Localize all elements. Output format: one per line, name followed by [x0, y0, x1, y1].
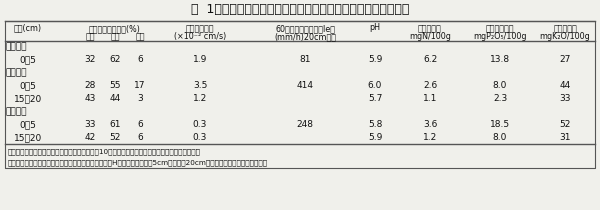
Text: 6.2: 6.2: [423, 55, 437, 64]
Text: 2.3: 2.3: [493, 94, 507, 103]
Text: 42: 42: [85, 133, 95, 142]
Text: 5.7: 5.7: [368, 94, 382, 103]
Text: 8.0: 8.0: [493, 133, 507, 142]
Text: 44: 44: [109, 94, 121, 103]
Text: 耕作棚田: 耕作棚田: [5, 42, 26, 51]
Text: mgK₂O/100g: mgK₂O/100g: [539, 32, 590, 41]
Text: 1.2: 1.2: [193, 94, 207, 103]
Text: (×10⁻² cm/s): (×10⁻² cm/s): [174, 32, 226, 41]
Text: 62: 62: [109, 55, 121, 64]
Text: 33: 33: [84, 120, 96, 129]
Text: 18.5: 18.5: [490, 120, 510, 129]
Text: 2.6: 2.6: [423, 81, 437, 90]
Text: 6: 6: [137, 133, 143, 142]
Text: 15～20: 15～20: [14, 133, 42, 142]
Text: 32: 32: [85, 55, 95, 64]
Text: 表  1　　耕作棚田、遂休棚田、放牧棚田の土壌の物理・化学性: 表 1 耕作棚田、遂休棚田、放牧棚田の土壌の物理・化学性: [191, 3, 409, 16]
Text: 27: 27: [559, 55, 571, 64]
Text: 43: 43: [85, 94, 95, 103]
Text: 1.2: 1.2: [423, 133, 437, 142]
Text: 5.9: 5.9: [368, 55, 382, 64]
Text: 気相: 気相: [135, 32, 145, 41]
Text: mgN/100g: mgN/100g: [409, 32, 451, 41]
Text: 248: 248: [296, 120, 314, 129]
Text: (mm/h)20cm埋設: (mm/h)20cm埋設: [274, 32, 336, 41]
Text: 414: 414: [296, 81, 314, 90]
Text: 8.0: 8.0: [493, 81, 507, 90]
Text: 6.0: 6.0: [368, 81, 382, 90]
Text: mgP₂O₅/100g: mgP₂O₅/100g: [473, 32, 527, 41]
Text: 13.8: 13.8: [490, 55, 510, 64]
Text: 3: 3: [137, 94, 143, 103]
Text: 60分後の水の浸入度Ie。: 60分後の水の浸入度Ie。: [275, 24, 335, 33]
Text: 深さ(cm): 深さ(cm): [14, 24, 42, 33]
Text: 0～5: 0～5: [20, 81, 37, 90]
Text: 81: 81: [299, 55, 311, 64]
Text: 55: 55: [109, 81, 121, 90]
Text: 飽和透水係数: 飽和透水係数: [186, 24, 214, 33]
Text: 5.8: 5.8: [368, 120, 382, 129]
Text: 交換性カリ: 交換性カリ: [553, 24, 577, 33]
Text: 0.3: 0.3: [193, 133, 207, 142]
Text: 52: 52: [109, 133, 121, 142]
Text: pH: pH: [370, 24, 380, 33]
Text: 1.1: 1.1: [423, 94, 437, 103]
Text: 0～5: 0～5: [20, 55, 37, 64]
Text: 遂休棚田: 遂休棚田: [5, 68, 26, 77]
Text: 固相: 固相: [85, 32, 95, 41]
Text: 5.9: 5.9: [368, 133, 382, 142]
Text: 注：棚田は互いに隣接している。遂休棚田は絀10年休耕、放牧棚田は数年休耕後に１年間放牧。: 注：棚田は互いに隣接している。遂休棚田は絀10年休耕、放牧棚田は数年休耕後に１年…: [8, 148, 201, 155]
Text: 3.5: 3.5: [193, 81, 207, 90]
Text: 61: 61: [109, 120, 121, 129]
Text: 28: 28: [85, 81, 95, 90]
Text: 0～5: 0～5: [20, 120, 37, 129]
Text: 硷酸態窒素: 硷酸態窒素: [418, 24, 442, 33]
Text: 15～20: 15～20: [14, 94, 42, 103]
Text: 可給態りん酸: 可給態りん酸: [486, 24, 514, 33]
Text: 3.6: 3.6: [423, 120, 437, 129]
Text: 1.9: 1.9: [193, 55, 207, 64]
Text: 放牧棚田: 放牧棚田: [5, 107, 26, 116]
Text: 遂休棚田と放牧棚田の各数値は飽和透水係数とｐHを除き、深さ０～5cmと１５～20cmの間は連続的に変化していた。: 遂休棚田と放牧棚田の各数値は飽和透水係数とｐHを除き、深さ０～5cmと１５～20…: [8, 159, 268, 166]
Text: 52: 52: [559, 120, 571, 129]
Text: 6: 6: [137, 55, 143, 64]
Text: 17: 17: [134, 81, 146, 90]
Text: 採土時の三相分布(%): 採土時の三相分布(%): [89, 24, 141, 33]
Text: 33: 33: [559, 94, 571, 103]
Text: 液相: 液相: [110, 32, 120, 41]
Text: 6: 6: [137, 120, 143, 129]
Text: 31: 31: [559, 133, 571, 142]
Text: 44: 44: [559, 81, 571, 90]
Text: 0.3: 0.3: [193, 120, 207, 129]
